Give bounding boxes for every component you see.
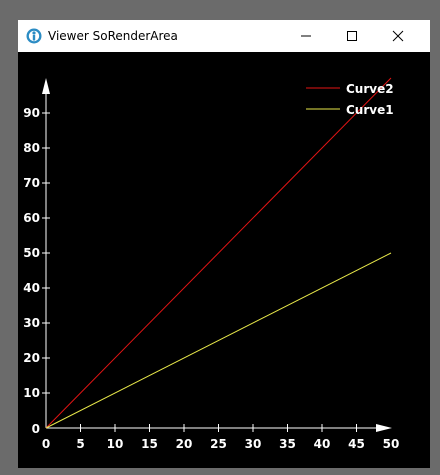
legend-label: Curve2	[346, 82, 394, 96]
y-tick-label: 20	[23, 351, 40, 365]
close-icon	[392, 30, 404, 42]
line-chart: 0 5 10 15 20 25 30 35 40 45 50 0 10 20 30 40 50 60 70 80 90 C…	[18, 52, 430, 468]
y-tick-label: 70	[23, 176, 40, 190]
legend-label: Curve1	[346, 103, 394, 117]
x-tick-label: 40	[314, 437, 331, 451]
x-tick-label: 10	[107, 437, 124, 451]
y-axis-arrow	[42, 78, 50, 94]
y-tick-label: 40	[23, 281, 40, 295]
coin3d-app-icon	[26, 28, 42, 44]
maximize-button[interactable]	[329, 20, 375, 52]
x-tick-label: 35	[279, 437, 296, 451]
window-title: Viewer SoRenderArea	[48, 29, 178, 43]
y-tick-label: 50	[23, 246, 40, 260]
maximize-icon	[346, 30, 358, 42]
x-tick-label: 20	[176, 437, 193, 451]
render-area[interactable]: 0 5 10 15 20 25 30 35 40 45 50 0 10 20 30 40 50 60 70 80 90 C…	[18, 52, 430, 468]
close-button[interactable]	[375, 20, 421, 52]
x-tick-label: 0	[42, 437, 50, 451]
x-tick-label: 30	[245, 437, 262, 451]
x-tick-label: 50	[383, 437, 400, 451]
y-tick-label: 60	[23, 211, 40, 225]
x-tick-label: 5	[76, 437, 84, 451]
x-axis-arrow	[376, 424, 392, 432]
y-tick-label: 10	[23, 386, 40, 400]
title-bar[interactable]: Viewer SoRenderArea	[18, 20, 430, 52]
series-line	[46, 253, 391, 428]
y-tick-label: 30	[23, 316, 40, 330]
x-tick-label: 15	[141, 437, 158, 451]
y-tick-label: 90	[23, 106, 40, 120]
minimize-icon	[300, 30, 312, 42]
y-tick-label: 80	[23, 141, 40, 155]
minimize-button[interactable]	[283, 20, 329, 52]
series-line	[46, 78, 391, 428]
x-tick-label: 45	[348, 437, 365, 451]
x-tick-label: 25	[210, 437, 227, 451]
y-tick-label: 0	[32, 422, 40, 436]
